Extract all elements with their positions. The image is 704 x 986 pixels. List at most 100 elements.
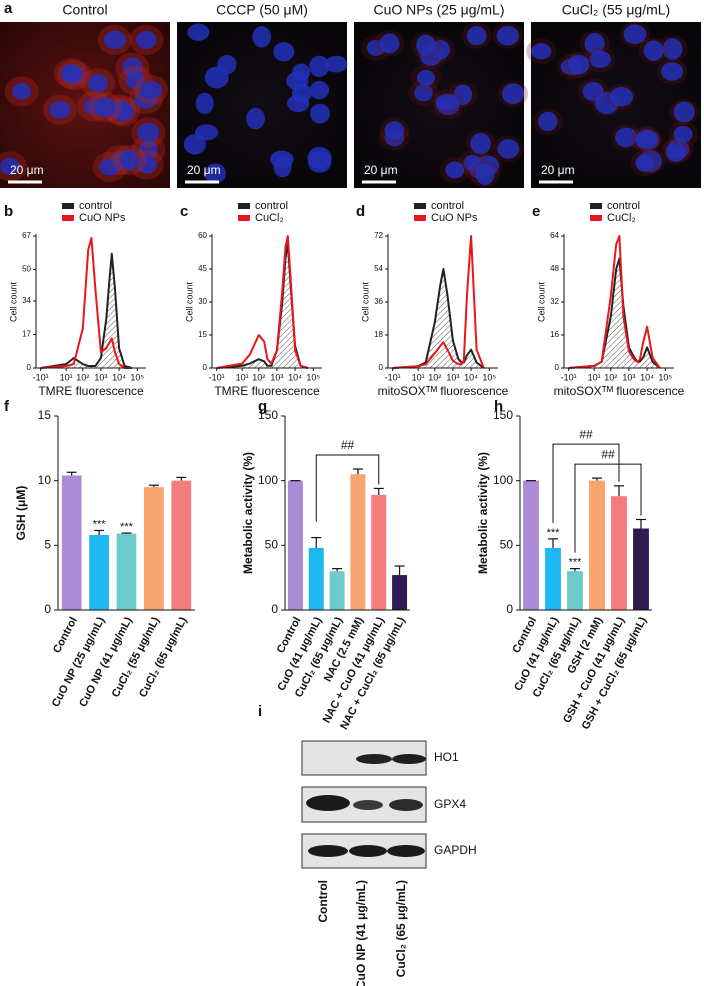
y-tick-label: 0 — [379, 363, 384, 372]
legend-swatch — [62, 203, 74, 209]
x-axis-label: TMRE fluorescence — [214, 384, 320, 398]
nucleus — [662, 38, 683, 60]
y-axis-label: Cell count — [360, 281, 370, 322]
bracket — [574, 463, 642, 553]
bar — [589, 480, 605, 610]
x-tick-label: 10⁴ — [464, 372, 478, 382]
nucleus — [615, 127, 638, 148]
x-tick-label: -10¹ — [209, 372, 225, 382]
nucleus — [673, 125, 693, 143]
legend-label: control — [79, 200, 112, 212]
y-tick-label: 5 — [44, 538, 51, 552]
nucleus — [475, 163, 495, 186]
y-axis-label: Cell count — [8, 281, 18, 322]
x-tick-label: 10³ — [622, 372, 635, 382]
x-tick-label: 10³ — [446, 372, 459, 382]
hatched-area — [392, 269, 484, 368]
band — [387, 845, 425, 857]
y-tick-label: 10 — [38, 473, 52, 487]
nucleus — [204, 163, 226, 184]
legend-label: CuCl₂ — [607, 212, 636, 224]
scale-bar-label: 20 μm — [364, 163, 398, 177]
y-tick-label: 15 — [38, 408, 52, 422]
nucleus — [463, 154, 482, 172]
bar — [350, 474, 366, 610]
nucleus — [270, 150, 294, 168]
nucleus — [325, 55, 348, 73]
bar — [329, 571, 345, 610]
nucleus — [119, 149, 139, 171]
nucleus — [502, 83, 525, 105]
significance: *** — [120, 521, 134, 533]
x-tick-label: 10³ — [94, 372, 107, 382]
y-tick-label: 50 — [500, 538, 514, 552]
x-tick-label: -10¹ — [33, 372, 49, 382]
y-tick-label: 0 — [271, 602, 278, 616]
band-label: GAPDH — [434, 843, 477, 857]
y-tick-label: 48 — [550, 264, 559, 273]
y-tick-label: 45 — [198, 264, 207, 273]
y-tick-label: 50 — [22, 265, 31, 274]
legend-label: control — [431, 200, 464, 212]
lane-label: Control — [316, 880, 330, 923]
y-tick-label: 34 — [22, 296, 31, 305]
y-tick-label: 0 — [44, 602, 51, 616]
bar — [61, 475, 82, 610]
lane-label: CuCl₂ (65 μg/mL) — [394, 880, 408, 977]
nucleus — [643, 40, 664, 61]
y-tick-label: 30 — [198, 297, 207, 306]
bar — [308, 547, 324, 610]
band-label: GPX4 — [434, 797, 466, 811]
y-tick-label: 0 — [203, 363, 208, 372]
x-tick-label: 10² — [428, 372, 441, 382]
bracket-label: ## — [601, 447, 615, 461]
bracket — [552, 443, 620, 523]
x-tick-label: -10¹ — [561, 372, 577, 382]
nucleus — [635, 154, 655, 172]
hatched-area — [40, 253, 132, 368]
x-tick-label: 10⁵ — [658, 372, 672, 382]
nucleus — [384, 121, 405, 140]
nucleus — [187, 23, 210, 41]
band — [356, 754, 392, 764]
y-tick-label: 72 — [374, 231, 383, 240]
histogram-line — [40, 252, 133, 369]
lane-label: CuO NP (41 μg/mL) — [354, 880, 368, 986]
legend-label: control — [255, 200, 288, 212]
legend-swatch — [590, 203, 602, 209]
histogram-line — [216, 235, 309, 369]
nucleus — [103, 30, 126, 50]
nucleus — [497, 139, 520, 159]
panel-letter: g — [258, 398, 267, 415]
image-title: CuO NPs (25 μg/mL) — [374, 2, 505, 18]
histogram-line — [568, 235, 661, 369]
image-title: CuCl₂ (55 μg/mL) — [562, 2, 670, 18]
panel-letter: f — [4, 398, 10, 415]
band — [349, 845, 387, 857]
nucleus — [496, 25, 520, 46]
nucleus — [137, 122, 160, 143]
nucleus — [12, 83, 32, 100]
x-tick-label: Control — [51, 615, 80, 655]
significance: *** — [547, 527, 561, 539]
nucleus — [673, 101, 696, 123]
bar — [371, 494, 387, 610]
image-title: CCCP (50 μM) — [216, 2, 308, 18]
nucleus — [112, 101, 135, 122]
band — [353, 800, 383, 810]
y-tick-label: 100 — [258, 473, 278, 487]
y-axis-label: Metabolic activity (%) — [476, 452, 490, 574]
x-tick-label: 10⁴ — [112, 372, 126, 382]
image-title: Control — [62, 2, 107, 18]
x-axis-label: mitoSOXᵀᴹ fluorescence — [378, 384, 509, 398]
nucleus — [194, 124, 219, 141]
x-tick-label: 10² — [76, 372, 89, 382]
nucleus — [567, 54, 590, 75]
x-tick-label: -10¹ — [385, 372, 401, 382]
y-tick-label: 32 — [550, 297, 559, 306]
nucleus — [416, 34, 436, 57]
scale-bar-label: 20 μm — [10, 163, 44, 177]
bracket-label: ## — [579, 427, 593, 441]
legend-label: control — [607, 200, 640, 212]
